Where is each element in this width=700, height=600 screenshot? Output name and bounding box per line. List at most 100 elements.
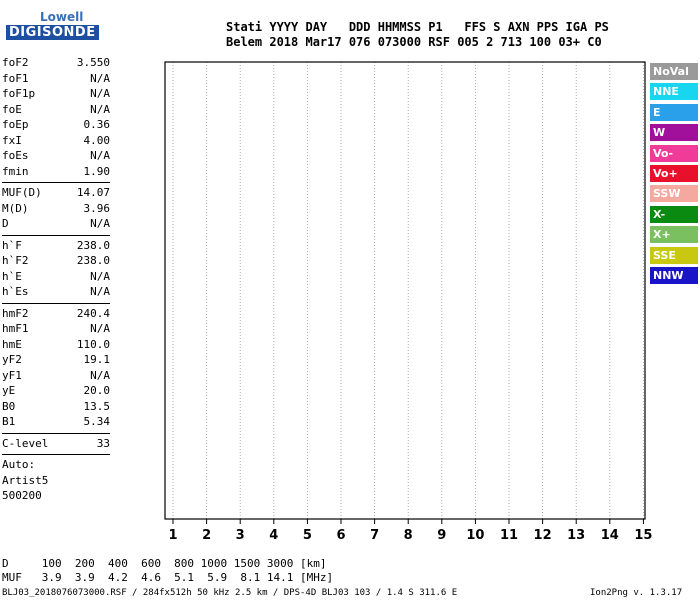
param-value: 3.550 (76, 56, 110, 69)
param-value: N/A (90, 102, 110, 116)
param-value: 238.0 (76, 238, 110, 252)
param-value: N/A (90, 269, 110, 283)
param-name: foE (2, 102, 22, 116)
param-row: B1 5.34 (2, 415, 110, 431)
param-row: foEs N/A (2, 149, 110, 165)
param-name: h`F2 (2, 254, 29, 267)
auto-scaling-line: 500200 (2, 489, 42, 502)
param-row: D N/A (2, 217, 110, 233)
param-row: yE 20.0 (2, 384, 110, 400)
param-value: 1.90 (83, 164, 111, 178)
legend-item: NNW (650, 266, 698, 284)
legend-item: W (650, 124, 698, 142)
param-name: D (2, 217, 9, 230)
param-name: foF1p (2, 87, 36, 100)
param-value: N/A (90, 217, 110, 230)
header-columns: Stati YYYY DAY DDD HHMMSS P1 FFS S AXN P… (226, 20, 609, 34)
param-value: N/A (90, 149, 110, 162)
param-value: 4.00 (83, 133, 111, 147)
x-tick-label: 3 (236, 528, 245, 543)
param-row: foF1 N/A (2, 72, 110, 88)
param-separator (2, 454, 110, 455)
param-separator (2, 432, 110, 434)
x-tick-label: 5 (303, 528, 312, 543)
param-separator (2, 234, 110, 236)
param-separator (2, 302, 110, 304)
param-row: foF2 3.550 (2, 56, 110, 72)
param-row: C-level 33 (2, 437, 110, 453)
param-row: yF1 N/A (2, 369, 110, 385)
x-tick-label: 12 (534, 528, 552, 543)
brand-name: Lowell (40, 10, 84, 24)
param-row: yF2 19.1 (2, 353, 110, 369)
param-row: hmF1 N/A (2, 322, 110, 338)
legend-item: X- (650, 205, 698, 223)
x-tick-label: 7 (370, 528, 379, 543)
param-name: B1 (2, 415, 16, 428)
param-name: foEp (2, 118, 29, 131)
param-row: hmE 110.0 (2, 338, 110, 354)
auto-scaling-line: Auto: (2, 458, 36, 471)
param-value: N/A (90, 285, 110, 298)
param-name: foF2 (2, 56, 29, 69)
param-row: h`E N/A (2, 270, 110, 286)
param-name: foEs (2, 149, 29, 162)
muf-distance-row: D 100 200 400 600 800 1000 1500 3000 [km… (2, 557, 327, 570)
x-tick-label: 4 (269, 528, 278, 543)
param-name: M(D) (2, 201, 29, 215)
param-name: C-level (2, 436, 49, 450)
param-row: M(D) 3.96 (2, 202, 110, 218)
param-value: 3.96 (83, 201, 111, 215)
param-value: N/A (90, 368, 110, 382)
param-name: yF2 (2, 353, 22, 366)
x-tick-label: 9 (437, 528, 446, 543)
legend-item: Vo- (650, 144, 698, 162)
param-name: hmF2 (2, 306, 29, 320)
legend-item: SSE (650, 246, 698, 264)
legend-item: X+ (650, 226, 698, 244)
param-value: 110.0 (76, 337, 110, 351)
x-tick-label: 15 (634, 528, 652, 543)
param-value: 0.36 (83, 118, 111, 131)
param-name: MUF(D) (2, 186, 42, 199)
param-value: 238.0 (76, 254, 110, 267)
x-tick-label: 6 (336, 528, 345, 543)
legend-item: Vo+ (650, 164, 698, 182)
param-value: 240.4 (76, 306, 110, 320)
param-row: h`F2 238.0 (2, 254, 110, 270)
legend: NoVal NNE E W Vo- Vo+ SSW X- X+ SSE NNW (650, 63, 698, 287)
parameters-panel: foF2 3.550 foF1 N/A foF1p N/A foE N/A foEp 0.36 fx… (2, 56, 110, 505)
param-value: N/A (90, 87, 110, 100)
legend-item: SSW (650, 185, 698, 203)
param-name: h`E (2, 269, 22, 283)
param-value: 14.07 (76, 186, 110, 199)
x-tick-label: 14 (601, 528, 619, 543)
product-logo: DIGISONDE (6, 25, 99, 40)
auto-scaling-line: Artist5 (2, 473, 49, 487)
x-tick-label: 2 (202, 528, 211, 543)
param-name: hmE (2, 337, 22, 351)
param-name: hmF1 (2, 322, 29, 335)
param-row: h`Es N/A (2, 285, 110, 301)
param-row: B0 13.5 (2, 400, 110, 416)
param-name: B0 (2, 399, 16, 413)
x-tick-label: 1 (168, 528, 177, 543)
footer-version: Ion2Png v. 1.3.17 (590, 588, 683, 598)
param-name: h`Es (2, 285, 29, 298)
param-row: fmin 1.90 (2, 165, 110, 181)
param-name: h`F (2, 238, 22, 252)
param-value: N/A (90, 71, 110, 85)
param-row: fxI 4.00 (2, 134, 110, 150)
header-values: Belem 2018 Mar17 076 073000 RSF 005 2 71… (226, 35, 602, 49)
param-row: MUF(D) 14.07 (2, 186, 110, 202)
x-tick-label: 11 (500, 528, 518, 543)
param-value: 13.5 (83, 399, 111, 413)
param-row: h`F 238.0 (2, 239, 110, 255)
param-row: hmF2 240.4 (2, 307, 110, 323)
legend-item: NoVal (650, 63, 698, 80)
x-tick-label: 13 (567, 528, 585, 543)
param-row: foEp 0.36 (2, 118, 110, 134)
param-value: 20.0 (83, 384, 111, 397)
legend-item: NNE (650, 83, 698, 101)
